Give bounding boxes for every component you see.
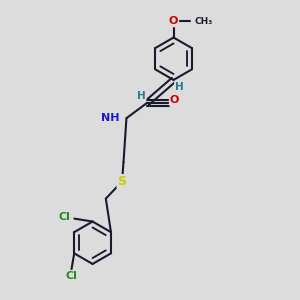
Text: NH: NH xyxy=(101,113,120,123)
Text: CH₃: CH₃ xyxy=(194,17,212,26)
Text: Cl: Cl xyxy=(65,271,77,281)
Text: O: O xyxy=(169,16,178,26)
Text: Cl: Cl xyxy=(58,212,70,222)
Text: H: H xyxy=(137,91,146,101)
Text: O: O xyxy=(170,95,179,105)
Text: S: S xyxy=(118,175,127,188)
Text: H: H xyxy=(175,82,184,92)
